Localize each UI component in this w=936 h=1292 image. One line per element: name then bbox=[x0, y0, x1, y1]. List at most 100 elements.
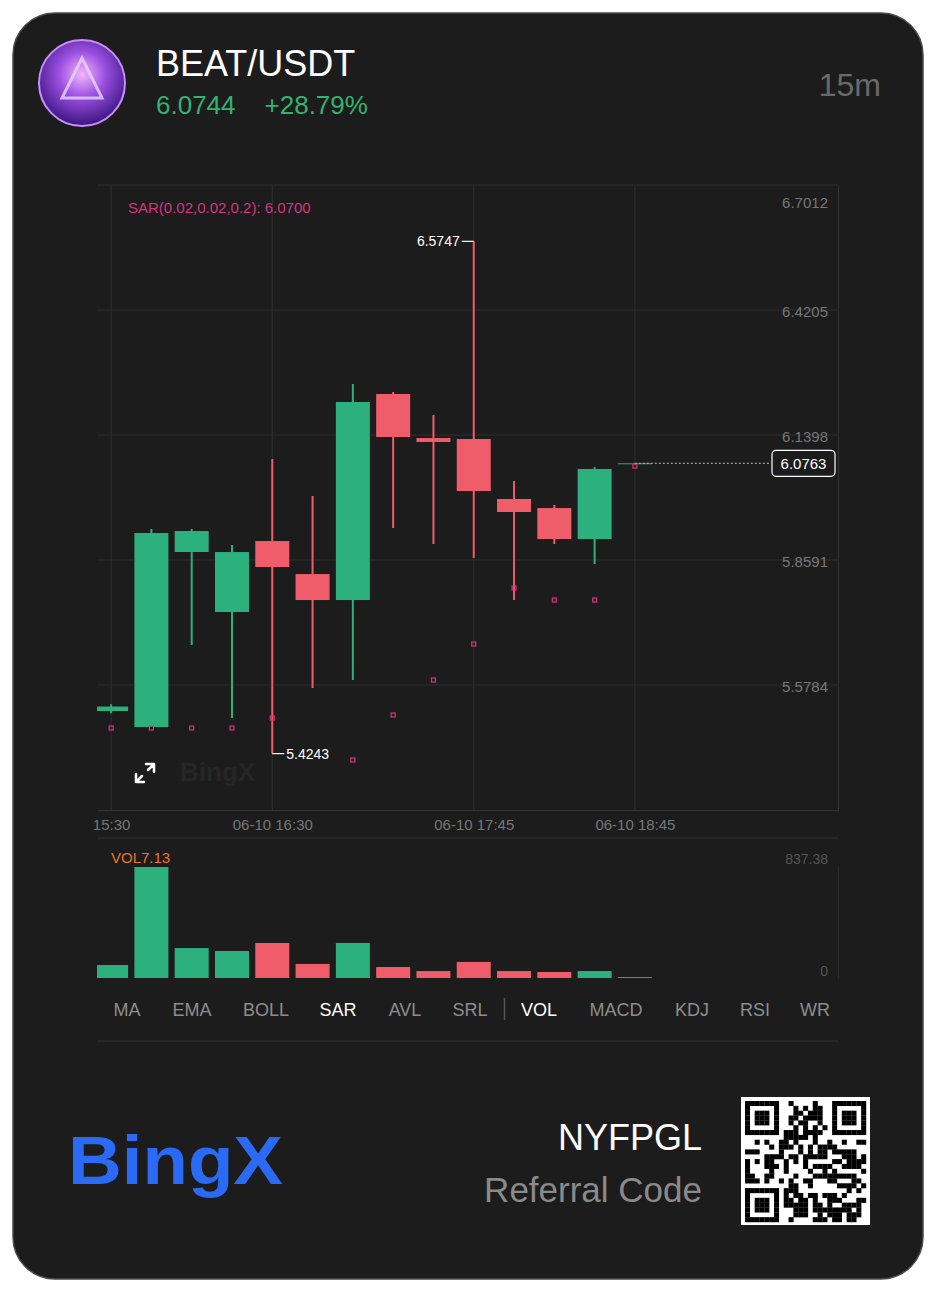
qr-module bbox=[822, 1154, 827, 1159]
indicator-tab: SRL bbox=[452, 1000, 487, 1020]
indicator-tab: BOLL bbox=[243, 1000, 289, 1020]
qr-module bbox=[851, 1212, 856, 1217]
qr-module bbox=[861, 1183, 866, 1188]
qr-module bbox=[861, 1154, 866, 1159]
qr-module bbox=[827, 1145, 832, 1150]
qr-module bbox=[818, 1149, 823, 1154]
qr-module bbox=[822, 1145, 827, 1150]
qr-module bbox=[856, 1212, 861, 1217]
qr-module bbox=[769, 1159, 774, 1164]
x-tick: 15:30 bbox=[93, 810, 131, 833]
x-tick: 06-10 16:30 bbox=[233, 810, 313, 833]
panel-separator bbox=[97, 838, 838, 839]
y-axis: 5.57845.85916.13986.42056.7012 bbox=[782, 186, 838, 811]
qr-module bbox=[774, 1207, 779, 1212]
qr-module bbox=[798, 1193, 803, 1198]
qr-module bbox=[813, 1174, 818, 1179]
last-price-line bbox=[635, 463, 771, 464]
qr-module bbox=[847, 1207, 852, 1212]
qr-module bbox=[803, 1125, 808, 1130]
qr-module bbox=[774, 1193, 779, 1198]
qr-module bbox=[755, 1159, 760, 1164]
indicator-tab: SAR bbox=[319, 1000, 356, 1020]
y-grid-line bbox=[97, 435, 838, 436]
qr-module bbox=[856, 1198, 861, 1203]
y-grid-line bbox=[97, 185, 838, 186]
qr-module bbox=[764, 1120, 769, 1125]
qr-module bbox=[813, 1207, 818, 1212]
qr-module bbox=[803, 1212, 808, 1217]
qr-module bbox=[745, 1106, 750, 1111]
qr-module bbox=[793, 1125, 798, 1130]
qr-module bbox=[789, 1217, 794, 1222]
qr-module bbox=[774, 1116, 779, 1121]
qr-module bbox=[842, 1203, 847, 1208]
qr-module bbox=[764, 1154, 769, 1159]
qr-module bbox=[793, 1207, 798, 1212]
qr-module bbox=[779, 1140, 784, 1145]
qr-module bbox=[827, 1198, 832, 1203]
qr-module bbox=[818, 1217, 823, 1222]
qr-module bbox=[803, 1207, 808, 1212]
qr-module bbox=[832, 1130, 837, 1135]
volume-bar bbox=[296, 964, 330, 978]
qr-module bbox=[769, 1217, 774, 1222]
qr-module bbox=[803, 1130, 808, 1135]
qr-module bbox=[784, 1188, 789, 1193]
qr-module bbox=[793, 1193, 798, 1198]
pair-title: BEAT/USDT bbox=[156, 43, 355, 84]
qr-module bbox=[760, 1111, 765, 1116]
x-tick-label: 06-10 17:45 bbox=[434, 816, 514, 833]
y-axis-line bbox=[838, 186, 839, 811]
qr-module bbox=[861, 1111, 866, 1116]
qr-module bbox=[861, 1130, 866, 1135]
candle-body bbox=[457, 439, 491, 491]
qr-module bbox=[837, 1183, 842, 1188]
qr-module bbox=[851, 1154, 856, 1159]
qr-module bbox=[779, 1178, 784, 1183]
qr-module bbox=[769, 1130, 774, 1135]
volume-bar bbox=[497, 971, 531, 978]
qr-module bbox=[842, 1130, 847, 1135]
candle-body bbox=[215, 552, 249, 612]
qr-module bbox=[750, 1101, 755, 1106]
card-background bbox=[13, 13, 923, 1279]
qr-module bbox=[808, 1149, 813, 1154]
qr-module bbox=[832, 1159, 837, 1164]
qr-module bbox=[789, 1198, 794, 1203]
y-grid-line bbox=[97, 560, 838, 561]
qr-module bbox=[842, 1193, 847, 1198]
x-grid-line bbox=[111, 185, 112, 810]
qr-module bbox=[851, 1203, 856, 1208]
qr-module bbox=[837, 1159, 842, 1164]
qr-module bbox=[808, 1178, 813, 1183]
qr-module bbox=[764, 1203, 769, 1208]
qr-module bbox=[837, 1198, 842, 1203]
qr-module bbox=[813, 1130, 818, 1135]
qr-module bbox=[818, 1174, 823, 1179]
qr-module bbox=[851, 1164, 856, 1169]
qr-module bbox=[837, 1101, 842, 1106]
qr-module bbox=[769, 1154, 774, 1159]
qr-module bbox=[755, 1188, 760, 1193]
qr-module bbox=[861, 1169, 866, 1174]
qr-module bbox=[847, 1120, 852, 1125]
qr-module bbox=[832, 1193, 837, 1198]
qr-module bbox=[818, 1106, 823, 1111]
qr-module bbox=[784, 1159, 789, 1164]
qr-module bbox=[818, 1116, 823, 1121]
qr-module bbox=[813, 1135, 818, 1140]
qr-code bbox=[741, 1097, 870, 1225]
qr-module bbox=[745, 1178, 750, 1183]
qr-module bbox=[822, 1149, 827, 1154]
qr-module bbox=[818, 1203, 823, 1208]
sar-dot bbox=[472, 642, 476, 646]
volume-bar bbox=[537, 972, 571, 978]
qr-module bbox=[793, 1140, 798, 1145]
volume-tick: 837.38 bbox=[785, 851, 838, 867]
qr-module bbox=[808, 1116, 813, 1121]
referral-label: Referral Code bbox=[484, 1170, 702, 1209]
x-grid-line bbox=[473, 185, 474, 810]
qr-module bbox=[822, 1207, 827, 1212]
qr-module bbox=[818, 1145, 823, 1150]
